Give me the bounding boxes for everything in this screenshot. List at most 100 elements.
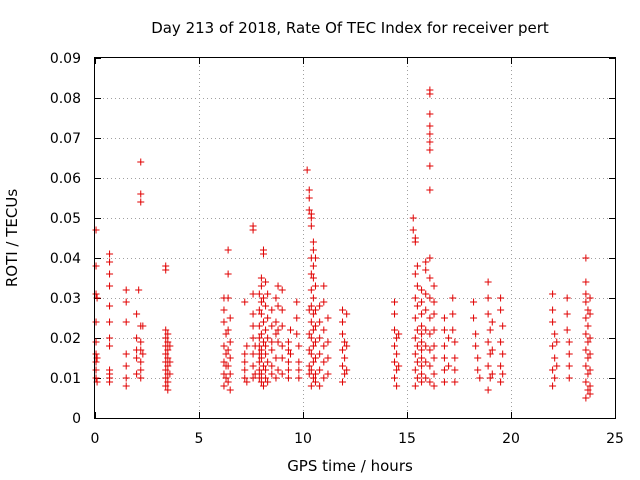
data-point [426, 110, 434, 118]
data-point [106, 378, 114, 386]
data-point [220, 370, 228, 378]
data-point [249, 334, 257, 342]
data-point [274, 338, 282, 346]
data-point [422, 358, 430, 366]
data-point [422, 326, 430, 334]
data-point [305, 362, 313, 370]
data-point [262, 374, 270, 382]
data-point [582, 394, 590, 402]
data-point [549, 382, 557, 390]
data-point [122, 286, 130, 294]
data-point [268, 362, 276, 370]
data-point [135, 286, 143, 294]
data-point [311, 338, 319, 346]
data-point [293, 330, 301, 338]
data-point [307, 270, 315, 278]
data-point [426, 186, 434, 194]
data-point [122, 382, 130, 390]
data-point [307, 222, 315, 230]
data-point [484, 362, 492, 370]
data-point [413, 358, 421, 366]
data-point [278, 306, 286, 314]
data-point [226, 370, 234, 378]
data-point [497, 306, 505, 314]
data-point [268, 338, 276, 346]
data-point [339, 362, 347, 370]
data-point [278, 322, 286, 330]
data-point [411, 350, 419, 358]
data-point [418, 286, 426, 294]
data-point [586, 390, 594, 398]
data-point [268, 306, 276, 314]
data-point [262, 302, 270, 310]
data-point [411, 294, 419, 302]
data-point [272, 318, 280, 326]
y-tick-label: 0.09 [50, 51, 81, 67]
data-point [162, 326, 170, 334]
data-point [241, 350, 249, 358]
data-point [106, 258, 114, 266]
data-point [451, 366, 459, 374]
data-point [430, 298, 438, 306]
data-point [418, 298, 426, 306]
data-point [137, 374, 145, 382]
data-point [582, 278, 590, 286]
data-point [166, 342, 174, 350]
data-point [584, 370, 592, 378]
data-point [293, 314, 301, 322]
data-point [106, 250, 114, 258]
data-point [411, 270, 419, 278]
data-point [259, 382, 267, 390]
data-point [440, 378, 448, 386]
data-point [305, 206, 313, 214]
x-tick-label: 25 [606, 431, 624, 447]
data-point [226, 314, 234, 322]
data-point [92, 290, 100, 298]
data-point [426, 162, 434, 170]
data-point [339, 306, 347, 314]
data-point [484, 294, 492, 302]
data-point [316, 318, 324, 326]
data-point [418, 370, 426, 378]
data-point [137, 338, 145, 346]
x-tick-label: 20 [502, 431, 520, 447]
data-point [255, 350, 263, 358]
data-point [92, 338, 100, 346]
data-point [133, 310, 141, 318]
data-point [422, 374, 430, 382]
data-point [311, 322, 319, 330]
data-point [413, 374, 421, 382]
data-point [422, 266, 430, 274]
data-point [497, 338, 505, 346]
data-point [264, 378, 272, 386]
data-point [220, 318, 228, 326]
data-point [586, 382, 594, 390]
data-point [488, 318, 496, 326]
data-point [484, 310, 492, 318]
data-point [224, 362, 232, 370]
data-point [278, 354, 286, 362]
data-point [133, 354, 141, 362]
data-point [451, 354, 459, 362]
data-point [584, 322, 592, 330]
data-point [440, 366, 448, 374]
data-point [418, 330, 426, 338]
data-point [268, 346, 276, 354]
data-point [586, 310, 594, 318]
data-point [257, 282, 265, 290]
x-tick-label: 0 [91, 431, 100, 447]
data-point [422, 342, 430, 350]
data-point [307, 214, 315, 222]
x-tick-label: 15 [398, 431, 416, 447]
data-point [295, 358, 303, 366]
data-point [413, 262, 421, 270]
data-point [411, 366, 419, 374]
data-point [226, 338, 234, 346]
data-point [257, 298, 265, 306]
data-point [295, 366, 303, 374]
data-point [472, 342, 480, 350]
data-point [430, 354, 438, 362]
data-point [391, 310, 399, 318]
data-point [426, 254, 434, 262]
